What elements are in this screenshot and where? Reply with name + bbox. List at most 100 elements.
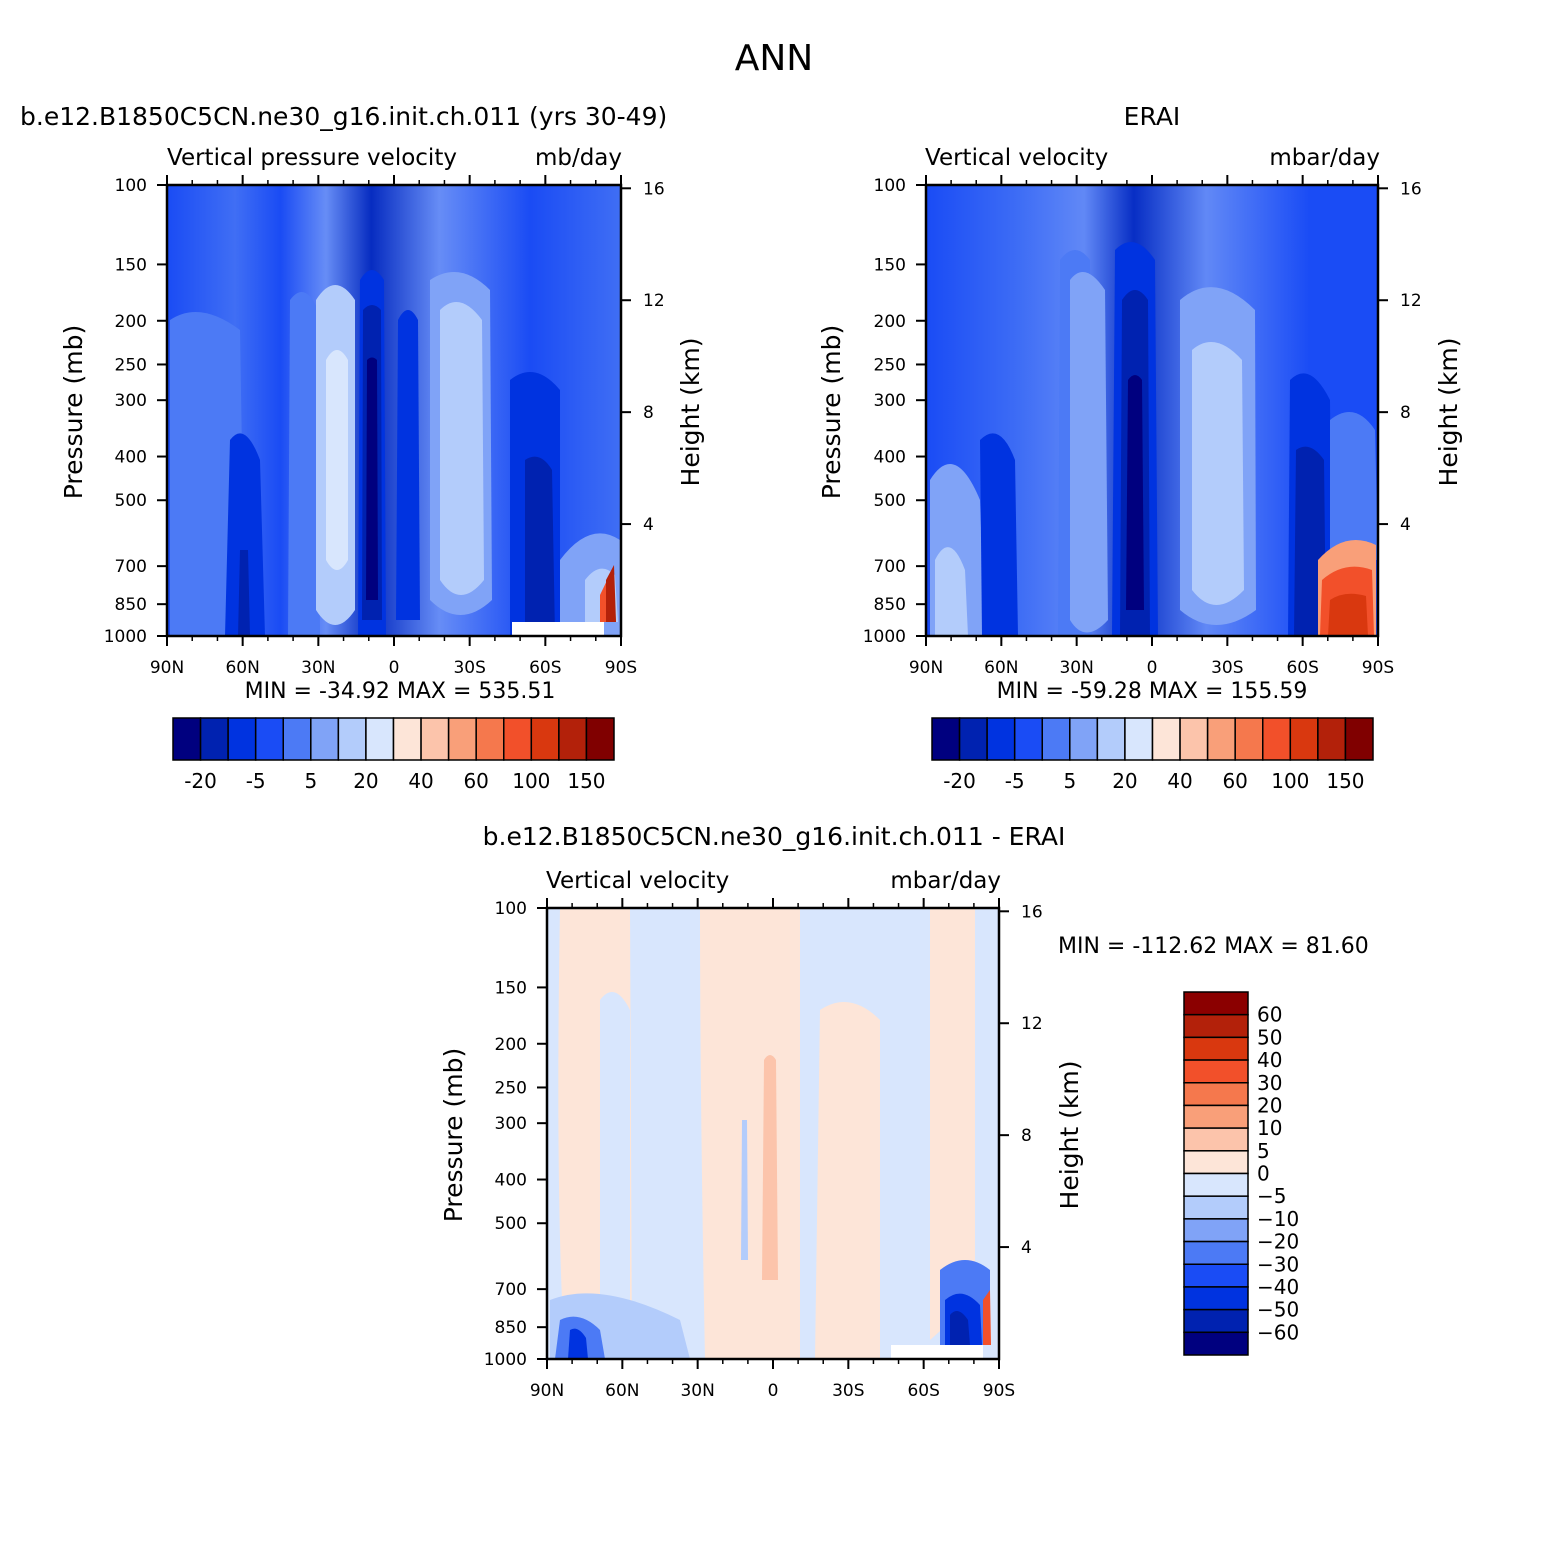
colorbar-swatch — [254, 717, 284, 761]
pressure-tick-label: 250 — [495, 1078, 527, 1098]
pressure-tick-label: 150 — [115, 255, 147, 275]
height-tick-label: 16 — [1021, 902, 1043, 922]
colorbar-swatch — [282, 717, 312, 761]
pressure-tick-label: 100 — [115, 176, 147, 196]
colorbar-swatch — [199, 717, 229, 761]
colorbar-swatch — [1183, 991, 1249, 1016]
colorbar-swatch — [1183, 1240, 1249, 1265]
units-label: mbar/day — [890, 868, 1001, 894]
colorbar-swatch — [1013, 717, 1043, 761]
colorbar-swatch — [958, 717, 988, 761]
lat-tick-label: 30S — [453, 658, 485, 678]
colorbar-label: 60 — [1257, 1003, 1282, 1027]
pressure-tick-label: 200 — [874, 312, 906, 332]
colorbar-swatch — [986, 717, 1016, 761]
lat-tick-label: 0 — [1147, 658, 1158, 678]
colorbar-label: 150 — [567, 769, 605, 793]
colorbar-label: 40 — [408, 769, 433, 793]
colorbar-label: 150 — [1326, 769, 1364, 793]
height-tick-label: 8 — [643, 403, 654, 423]
colorbar-swatch — [1206, 717, 1236, 761]
pressure-tick-label: 500 — [874, 491, 906, 511]
colorbar-swatch — [1183, 1308, 1249, 1334]
pressure-tick-label: 400 — [495, 1171, 527, 1191]
height-tick-label: 4 — [1021, 1238, 1032, 1258]
colorbar: -20 -5 5 20 40 60 100 150 — [172, 717, 615, 793]
colorbar-swatch — [1183, 1195, 1249, 1220]
height-tick-label: 8 — [1021, 1126, 1032, 1146]
pressure-tick-label: 300 — [115, 391, 147, 411]
axes: 100 150 200 250 300 400 500 700 850 1000 16 12 8 4 90N… — [863, 175, 1422, 678]
colorbar-swatch — [1183, 1150, 1249, 1175]
colorbar-swatch — [447, 717, 477, 761]
colorbar-swatch — [365, 717, 395, 761]
lat-tick-label: 90S — [605, 658, 637, 678]
colorbar-label: 0 — [1257, 1162, 1270, 1186]
colorbar-swatch — [1183, 1172, 1249, 1197]
pressure-tick-label: 250 — [874, 355, 906, 375]
lat-tick-label: 60S — [907, 1381, 939, 1401]
lat-tick-label: 0 — [768, 1381, 779, 1401]
pressure-tick-label: 500 — [115, 491, 147, 511]
panel-top-right: ERAI Vertical velocity mbar/day 100 150 20… — [817, 102, 1463, 793]
colorbar-swatch — [558, 717, 588, 761]
pressure-tick-label: 300 — [495, 1114, 527, 1134]
panel-top-left: b.e12.B1850C5CN.ne30_g16.init.ch.011 (yr… — [20, 102, 705, 793]
pressure-tick-label: 300 — [874, 391, 906, 411]
lat-tick-label: 30N — [1059, 658, 1093, 678]
colorbar: -20 -5 5 20 40 60 100 150 — [931, 717, 1374, 793]
colorbar-label: 60 — [1222, 769, 1247, 793]
pressure-tick-label: 1000 — [104, 627, 147, 647]
colorbar-label: −20 — [1257, 1230, 1299, 1254]
y-axis-right-label: Height (km) — [1434, 338, 1463, 487]
colorbar-label: 20 — [1112, 769, 1137, 793]
colorbar-swatch — [392, 717, 422, 761]
axes: 100 150 200 250 300 400 500 700 850 1000 16 12 8 4 90N… — [484, 898, 1043, 1401]
colorbar-swatch — [1183, 1127, 1249, 1152]
colorbar-swatch — [1096, 717, 1126, 761]
height-tick-label: 12 — [1400, 291, 1422, 311]
colorbar-swatch — [1183, 1218, 1249, 1243]
colorbar-label: 10 — [1257, 1116, 1282, 1140]
lat-tick-label: 90S — [983, 1381, 1015, 1401]
lat-tick-label: 30N — [301, 658, 335, 678]
colorbar-label: −40 — [1257, 1275, 1299, 1299]
lat-tick-label: 60S — [529, 658, 561, 678]
y-axis-right-label: Height (km) — [1055, 1061, 1084, 1210]
colorbar-label: 100 — [1271, 769, 1309, 793]
colorbar-label: 20 — [1257, 1093, 1282, 1117]
colorbar-swatch — [1124, 717, 1154, 761]
lat-tick-label: 90N — [150, 658, 184, 678]
colorbar-swatch — [1234, 717, 1264, 761]
pressure-tick-label: 500 — [495, 1214, 527, 1234]
height-tick-label: 16 — [1400, 179, 1422, 199]
height-tick-label: 12 — [643, 291, 665, 311]
colorbar-label: −50 — [1257, 1298, 1299, 1322]
pressure-tick-label: 850 — [495, 1318, 527, 1338]
colorbar-label: 5 — [1257, 1139, 1270, 1163]
colorbar-label: 100 — [512, 769, 550, 793]
colorbar-swatch — [1262, 717, 1292, 761]
colorbar-label: −5 — [1257, 1184, 1286, 1208]
height-tick-label: 16 — [643, 179, 665, 199]
lat-tick-label: 60S — [1286, 658, 1318, 678]
colorbar-swatch — [1151, 717, 1181, 761]
var-label: Vertical pressure velocity — [167, 145, 457, 171]
colorbar-label: 60 — [463, 769, 488, 793]
lat-tick-label: 0 — [389, 658, 400, 678]
colorbar-label: −30 — [1257, 1252, 1299, 1276]
colorbar-label: 30 — [1257, 1071, 1282, 1095]
colorbar-swatch — [475, 717, 505, 761]
colorbar-label: 40 — [1167, 769, 1192, 793]
axes: 100 150 200 250 300 400 500 700 850 1000 16 12 8 4 90N… — [104, 175, 665, 678]
panel-bottom-diff: b.e12.B1850C5CN.ne30_g16.init.ch.011 - E… — [439, 822, 1369, 1401]
colorbar-label: −10 — [1257, 1207, 1299, 1231]
contour-field — [926, 185, 1378, 636]
pressure-tick-label: 100 — [495, 899, 527, 919]
y-axis-right-label: Height (km) — [676, 338, 705, 487]
pressure-tick-label: 850 — [115, 595, 147, 615]
colorbar-swatch — [1289, 717, 1319, 761]
colorbar-swatch — [585, 717, 615, 761]
